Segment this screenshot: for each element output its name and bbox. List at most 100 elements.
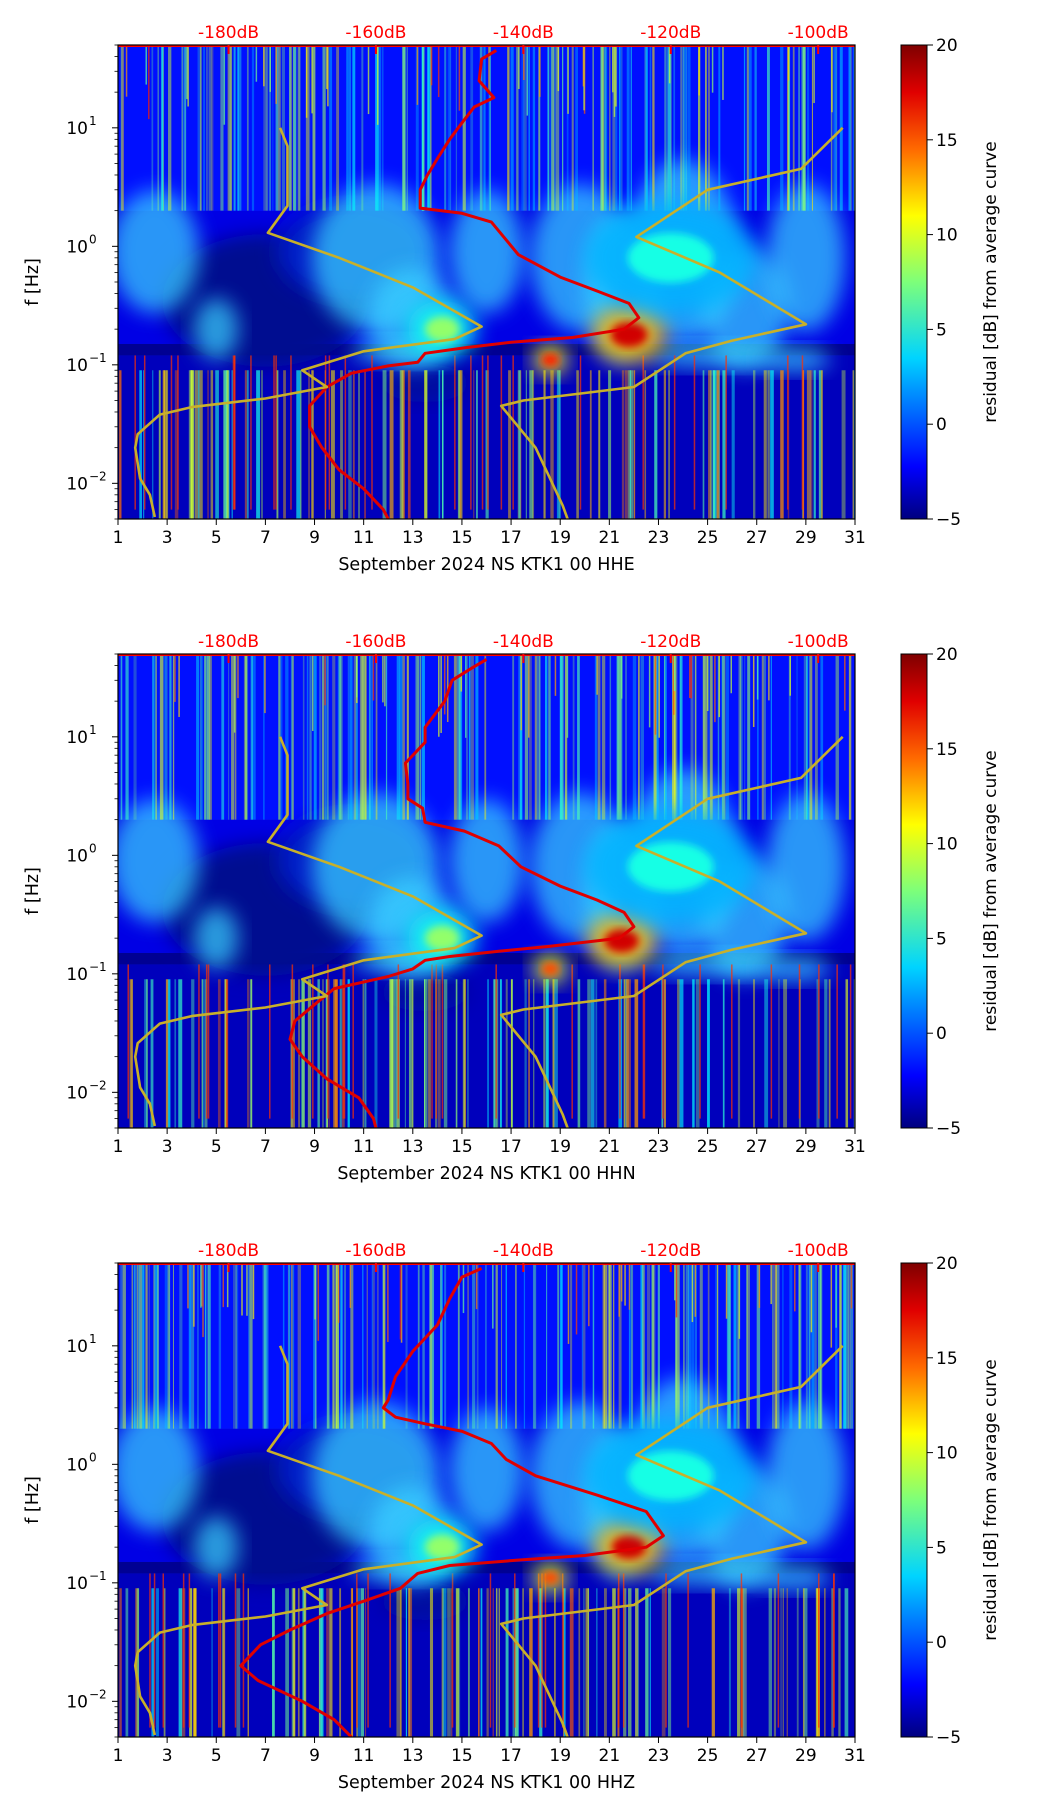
heatmap-speckle xyxy=(349,1263,352,1308)
heatmap-lowfreq-streak xyxy=(603,1588,607,1737)
heatmap-highfreq-streak xyxy=(575,45,579,211)
heatmap-speckle xyxy=(193,1263,195,1327)
heatmap-transient-spike xyxy=(397,964,400,1119)
heatmap-lowfreq-streak xyxy=(222,1588,224,1737)
x-axis-label: September 2024 NS KTK1 00 HHE xyxy=(338,555,634,575)
heatmap-highfreq-streak xyxy=(748,45,752,211)
heatmap-hotspot-core xyxy=(541,1571,559,1585)
heatmap-lowfreq-streak xyxy=(202,979,205,1128)
heatmap-highfreq-streak xyxy=(344,1263,347,1429)
heatmap-lowfreq-streak xyxy=(328,979,330,1128)
heatmap-transient-spike xyxy=(619,964,621,1119)
heatmap-speckle xyxy=(554,654,557,696)
heatmap-highfreq-streak xyxy=(715,1263,719,1429)
heatmap-highfreq-streak xyxy=(801,45,804,211)
heatmap-highfreq-streak xyxy=(761,654,764,820)
heatmap-highfreq-streak xyxy=(739,654,742,820)
heatmap-highfreq-streak xyxy=(362,1263,364,1429)
heatmap-lowfreq-streak xyxy=(716,370,719,519)
heatmap-highfreq-streak xyxy=(281,45,285,211)
heatmap-transient-spike xyxy=(740,1573,743,1728)
heatmap-highfreq-streak xyxy=(608,1263,612,1429)
heatmap-highfreq-streak xyxy=(754,45,757,211)
colorbar-tick-label: 5 xyxy=(936,320,947,340)
heatmap-hotspot-core xyxy=(627,841,714,892)
y-tick-base: 10 xyxy=(66,728,88,748)
heatmap-transient-spike xyxy=(470,355,472,510)
heatmap-transient-spike xyxy=(198,964,200,1119)
heatmap-lowfreq-streak xyxy=(224,979,227,1128)
heatmap-highfreq-streak xyxy=(313,654,317,820)
heatmap-lowfreq-streak xyxy=(500,979,503,1128)
heatmap-transient-spike xyxy=(371,355,373,510)
heatmap-speckle xyxy=(233,654,236,733)
heatmap-transient-spike xyxy=(512,355,514,510)
heatmap-speckle xyxy=(178,654,180,717)
heatmap-highfreq-streak xyxy=(644,45,647,211)
heatmap-highfreq-streak xyxy=(337,654,342,820)
heatmap-highfreq-streak xyxy=(814,1263,817,1429)
heatmap-highfreq-streak xyxy=(199,654,202,820)
heatmap-highfreq-streak xyxy=(756,1263,761,1429)
heatmap-highfreq-streak xyxy=(275,45,279,211)
heatmap-highfreq-streak xyxy=(228,45,231,211)
heatmap-lowfreq-streak xyxy=(796,1588,799,1737)
heatmap-hotspot-core xyxy=(425,925,460,951)
heatmap-highfreq-streak xyxy=(488,45,491,211)
heatmap-speckle xyxy=(698,45,700,96)
heatmap-highfreq-streak xyxy=(557,1263,560,1429)
heatmap-highfreq-streak xyxy=(245,654,249,820)
heatmap-highfreq-streak xyxy=(707,1263,710,1429)
x-tick-label: 13 xyxy=(402,1746,424,1766)
heatmap-highfreq-streak xyxy=(335,1263,339,1429)
heatmap-lowfreq-streak xyxy=(285,1588,289,1737)
heatmap-microseism-blob xyxy=(194,298,239,360)
heatmap-speckle xyxy=(520,654,523,731)
heatmap-highfreq-streak xyxy=(220,45,224,211)
heatmap-speckle xyxy=(311,654,314,732)
heatmap-lowfreq-streak xyxy=(351,1588,353,1737)
heatmap-lowfreq-streak xyxy=(708,370,712,519)
heatmap-lowfreq-streak xyxy=(813,370,816,519)
heatmap-speckle xyxy=(264,654,266,714)
heatmap-highfreq-streak xyxy=(638,654,640,820)
heatmap-highfreq-streak xyxy=(594,654,598,820)
heatmap-highfreq-streak xyxy=(133,1263,136,1429)
heatmap-transient-spike xyxy=(342,964,345,1119)
x-tick-label: 15 xyxy=(451,528,473,548)
heatmap-highfreq-streak xyxy=(196,654,200,820)
x-tick-label: 3 xyxy=(162,1746,173,1766)
heatmap-transient-spike xyxy=(537,1573,540,1728)
heatmap-highfreq-streak xyxy=(645,45,648,211)
x-tick-label: 5 xyxy=(211,528,222,548)
heatmap-lowfreq-streak xyxy=(590,979,595,1128)
heatmap-highfreq-streak xyxy=(168,1263,171,1429)
y-tick-exponent: −1 xyxy=(89,960,107,974)
heatmap-highfreq-streak xyxy=(339,654,343,820)
heatmap-lowfreq-streak xyxy=(250,979,253,1128)
heatmap-transient-spike xyxy=(431,964,433,1119)
heatmap-speckle xyxy=(241,1263,243,1316)
heatmap-highfreq-streak xyxy=(782,1263,784,1429)
heatmap-highfreq-streak xyxy=(570,1263,573,1429)
colorbar-label: residual [dB] from average curve xyxy=(981,750,1001,1031)
y-tick-exponent: −1 xyxy=(89,1569,107,1583)
heatmap-highfreq-streak xyxy=(848,1263,851,1429)
heatmap-speckle xyxy=(488,45,490,90)
heatmap-highfreq-streak xyxy=(138,1263,143,1429)
y-tick-exponent: 1 xyxy=(89,1332,97,1346)
heatmap-highfreq-streak xyxy=(467,1263,469,1429)
heatmap-lowfreq-streak xyxy=(550,370,554,519)
heatmap-speckle xyxy=(440,654,442,733)
heatmap-highfreq-streak xyxy=(529,654,532,820)
heatmap-speckle xyxy=(305,45,308,118)
heatmap-highfreq-streak xyxy=(739,654,743,820)
x-tick-label: 25 xyxy=(697,1137,719,1157)
heatmap-speckle xyxy=(523,45,525,81)
x-tick-label: 15 xyxy=(451,1137,473,1157)
heatmap-transient-spike xyxy=(324,355,327,510)
heatmap-speckle xyxy=(756,654,759,700)
heatmap-speckle xyxy=(810,1263,813,1333)
heatmap-highfreq-streak xyxy=(820,654,824,820)
